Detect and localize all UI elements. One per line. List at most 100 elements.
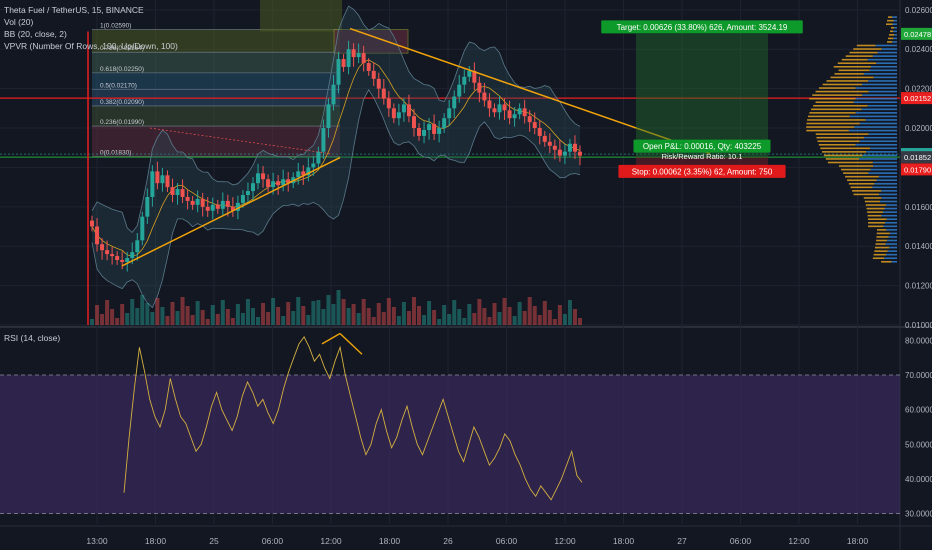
volume-bar — [351, 304, 356, 325]
volume-bar — [296, 297, 301, 325]
volume-bar — [306, 315, 311, 325]
target-label: Target: 0.00626 (33.80%) 626, Amount: 35… — [617, 23, 788, 32]
time-tick-label: 06:00 — [262, 536, 284, 546]
stop-label-bg — [618, 164, 786, 178]
vpvr-up-bar — [847, 179, 877, 182]
fib-level-label: 0.236(0.01990) — [100, 119, 144, 126]
vpvr-up-bar — [819, 87, 856, 89]
volume-bar — [120, 304, 125, 325]
volume-bar — [467, 304, 472, 325]
bollinger-indicator-label[interactable]: BB (20, close, 2) — [4, 29, 67, 39]
volume-bar — [442, 305, 447, 325]
vpvr-down-bar — [859, 122, 897, 125]
vpvr-up-bar — [875, 243, 886, 245]
volume-bar — [567, 300, 572, 325]
fib-zone — [92, 105, 340, 127]
vpvr-up-bar — [891, 26, 895, 29]
vpvr-up-bar — [867, 214, 882, 217]
vpvr-up-bar — [868, 221, 886, 224]
open-pnl-label: Open P&L: 0.00016, Qty: 403225 — [643, 142, 762, 151]
candle-body — [512, 114, 517, 119]
candle-body — [381, 88, 386, 99]
volume-bar — [562, 314, 567, 325]
symbol-title[interactable]: Theta Fuel / TetherUS, 15, BINANCE — [4, 5, 144, 15]
time-tick-label: 18:00 — [379, 536, 401, 546]
vpvr-up-bar — [876, 236, 889, 238]
vpvr-up-bar — [890, 30, 894, 33]
vpvr-up-bar — [881, 260, 892, 263]
candle-body — [396, 112, 401, 119]
rsi-tick-label: 60.0000 — [905, 406, 932, 415]
volume-bar — [447, 314, 452, 325]
vpvr-down-bar — [881, 197, 897, 199]
candle-body — [220, 200, 225, 209]
vpvr-down-bar — [873, 76, 897, 79]
vpvr-down-bar — [877, 51, 897, 54]
candle-body — [276, 181, 281, 186]
vpvr-indicator-label[interactable]: VPVR (Number Of Rows, 100, Up/Down, 100) — [4, 41, 178, 51]
candle-body — [266, 179, 271, 188]
candle-body — [271, 181, 276, 188]
descending-trendline — [349, 27, 711, 155]
vpvr-up-bar — [834, 73, 864, 75]
target-zone — [636, 33, 768, 158]
candle-body — [175, 189, 180, 195]
volume-bar — [266, 312, 271, 325]
candle-body — [135, 240, 140, 253]
candle-body — [316, 151, 321, 164]
candle-body — [90, 220, 94, 227]
vpvr-up-bar — [849, 51, 878, 54]
volume-bar — [396, 316, 401, 325]
vpvr-down-bar — [889, 232, 897, 235]
volume-bar — [457, 309, 462, 325]
rsi-legend[interactable]: RSI (14, close) — [4, 333, 61, 343]
volume-bar — [502, 298, 507, 325]
vpvr-up-bar — [837, 62, 877, 65]
vpvr-up-bar — [856, 44, 876, 47]
candle-body — [341, 59, 346, 67]
volume-bar — [572, 309, 577, 325]
candle-body — [537, 128, 542, 136]
candle-body — [225, 200, 230, 207]
vpvr-down-bar — [872, 55, 897, 57]
price-badge-bg — [901, 163, 932, 176]
vpvr-down-bar — [876, 62, 897, 65]
candle-body — [437, 128, 442, 134]
vpvr-down-bar — [873, 165, 897, 167]
candle-body — [240, 195, 245, 203]
price-tick-label: 0.02200 — [905, 85, 932, 94]
volume-bar — [336, 290, 341, 325]
volume-bar — [110, 309, 115, 325]
candle-body — [517, 108, 522, 115]
volume-bar — [472, 313, 477, 325]
vpvr-down-bar — [892, 41, 897, 43]
volume-bar — [311, 301, 316, 325]
candle-body — [140, 216, 145, 241]
vpvr-up-bar — [815, 90, 869, 93]
time-tick-label: 18:00 — [613, 536, 635, 546]
candle-body — [286, 179, 291, 184]
vpvr-down-bar — [892, 23, 897, 26]
time-tick-label: 13:00 — [86, 536, 108, 546]
vpvr-down-bar — [868, 133, 897, 135]
vpvr-up-bar — [811, 108, 862, 111]
price-tick-label: 0.01000 — [905, 321, 932, 330]
candle-body — [185, 196, 190, 201]
vpvr-up-bar — [815, 133, 869, 135]
volume-indicator-label[interactable]: Vol (20) — [4, 17, 34, 27]
volume-bar — [406, 311, 411, 325]
rsi-tick-label: 40.0000 — [905, 475, 932, 484]
vpvr-down-bar — [855, 87, 897, 89]
candle-body — [281, 179, 286, 186]
vpvr-down-bar — [887, 250, 897, 252]
volume-bar — [356, 313, 361, 325]
candle-body — [401, 104, 406, 113]
vpvr-down-bar — [886, 218, 897, 221]
vpvr-down-bar — [884, 207, 897, 210]
vpvr-up-bar — [833, 65, 872, 68]
vpvr-down-bar — [867, 58, 897, 61]
candle-body — [467, 70, 472, 77]
volume-bar — [276, 307, 281, 325]
